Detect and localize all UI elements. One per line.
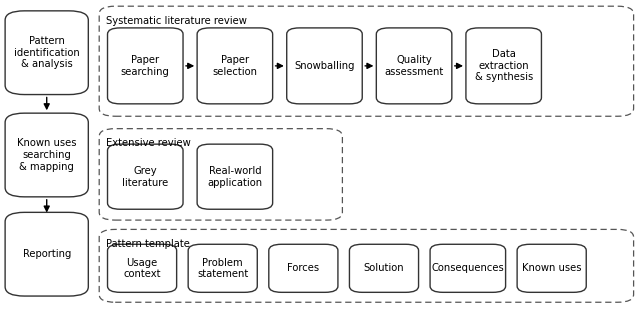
FancyBboxPatch shape [5, 11, 88, 95]
Text: Real-world
application: Real-world application [207, 166, 262, 188]
Text: Pattern
identification
& analysis: Pattern identification & analysis [14, 36, 79, 69]
Text: Paper
selection: Paper selection [212, 55, 257, 77]
Text: Systematic literature review: Systematic literature review [106, 16, 246, 25]
FancyBboxPatch shape [197, 28, 273, 104]
FancyBboxPatch shape [188, 244, 257, 292]
FancyBboxPatch shape [108, 28, 183, 104]
FancyBboxPatch shape [99, 6, 634, 116]
FancyBboxPatch shape [287, 28, 362, 104]
FancyBboxPatch shape [466, 28, 541, 104]
Text: Solution: Solution [364, 263, 404, 273]
Text: Known uses
searching
& mapping: Known uses searching & mapping [17, 138, 76, 172]
Text: Extensive review: Extensive review [106, 138, 190, 148]
Text: Paper
searching: Paper searching [121, 55, 170, 77]
Text: Reporting: Reporting [22, 249, 71, 259]
Text: Known uses: Known uses [522, 263, 581, 273]
FancyBboxPatch shape [376, 28, 452, 104]
FancyBboxPatch shape [108, 144, 183, 209]
Text: Pattern template: Pattern template [106, 239, 189, 249]
FancyBboxPatch shape [99, 229, 634, 302]
Text: Quality
assessment: Quality assessment [385, 55, 444, 77]
FancyBboxPatch shape [349, 244, 419, 292]
FancyBboxPatch shape [108, 244, 177, 292]
Text: Snowballing: Snowballing [294, 61, 355, 71]
FancyBboxPatch shape [269, 244, 338, 292]
Text: Problem
statement: Problem statement [197, 258, 248, 279]
FancyBboxPatch shape [197, 144, 273, 209]
Text: Forces: Forces [287, 263, 319, 273]
FancyBboxPatch shape [5, 113, 88, 197]
FancyBboxPatch shape [517, 244, 586, 292]
Text: Grey
literature: Grey literature [122, 166, 168, 188]
Text: Consequences: Consequences [431, 263, 504, 273]
FancyBboxPatch shape [99, 129, 342, 220]
FancyBboxPatch shape [430, 244, 506, 292]
FancyBboxPatch shape [5, 212, 88, 296]
Text: Data
extraction
& synthesis: Data extraction & synthesis [474, 49, 533, 82]
Text: Usage
context: Usage context [124, 258, 161, 279]
